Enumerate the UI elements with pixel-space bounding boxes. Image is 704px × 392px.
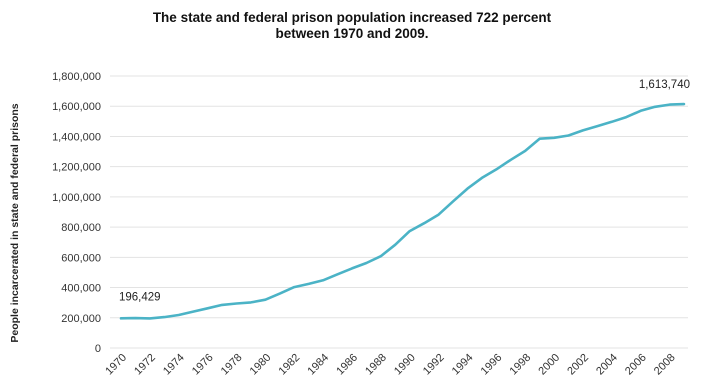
start-value-label: 196,429: [119, 291, 161, 303]
y-tick-label: 400,000: [61, 283, 101, 295]
x-tick-label: 1988: [363, 352, 389, 378]
x-tick-label: 1976: [190, 352, 216, 378]
x-tick-label: 1980: [248, 352, 274, 378]
x-tick-label: 1972: [132, 352, 158, 378]
y-tick-label: 600,000: [61, 252, 101, 264]
y-tick-label: 1,800,000: [52, 71, 101, 83]
x-tick-label: 1974: [161, 352, 187, 378]
y-tick-label: 1,600,000: [52, 101, 101, 113]
x-tick-label: 2002: [565, 352, 591, 378]
grid-lines: [110, 75, 688, 349]
y-tick-label: 1,400,000: [52, 131, 101, 143]
end-value-label: 1,613,740: [639, 79, 690, 91]
x-tick-label: 1982: [277, 352, 303, 378]
x-tick-label: 1990: [392, 352, 418, 378]
x-tick-label: 1986: [334, 352, 360, 378]
y-axis-label: People incarcerated in state and federal…: [9, 103, 21, 342]
x-tick-label: 1992: [421, 352, 447, 378]
y-tick-label: 0: [95, 343, 101, 355]
x-tick-labels: 1970 1972 1974 1976 1978 1980 1982 1984 1986 1988…: [103, 352, 677, 378]
x-tick-label: 1984: [305, 352, 331, 378]
x-tick-label: 2000: [536, 352, 562, 378]
y-tick-label: 1,000,000: [52, 192, 101, 204]
y-tick-label: 800,000: [61, 222, 101, 234]
x-tick-label: 2004: [594, 352, 620, 378]
chart-title-line-2: between 1970 and 2009.: [275, 26, 429, 41]
x-tick-label: 1994: [450, 352, 476, 378]
x-tick-label: 1970: [103, 352, 129, 378]
chart-title: The state and federal prison population …: [0, 10, 704, 42]
y-tick-label: 1,200,000: [52, 162, 101, 174]
x-tick-label: 1996: [479, 352, 505, 378]
series-group: [119, 102, 686, 320]
chart-title-line-1: The state and federal prison population …: [152, 10, 552, 25]
series-line: [119, 102, 686, 320]
x-tick-label: 1978: [219, 352, 245, 378]
y-tick-labels: 0 200,000 400,000 600,000 800,000 1,000,000 1,…: [52, 71, 101, 355]
x-tick-label: 1998: [508, 352, 534, 378]
x-tick-label: 2008: [652, 352, 678, 378]
x-tick-label: 2006: [623, 352, 649, 378]
y-tick-label: 200,000: [61, 313, 101, 325]
